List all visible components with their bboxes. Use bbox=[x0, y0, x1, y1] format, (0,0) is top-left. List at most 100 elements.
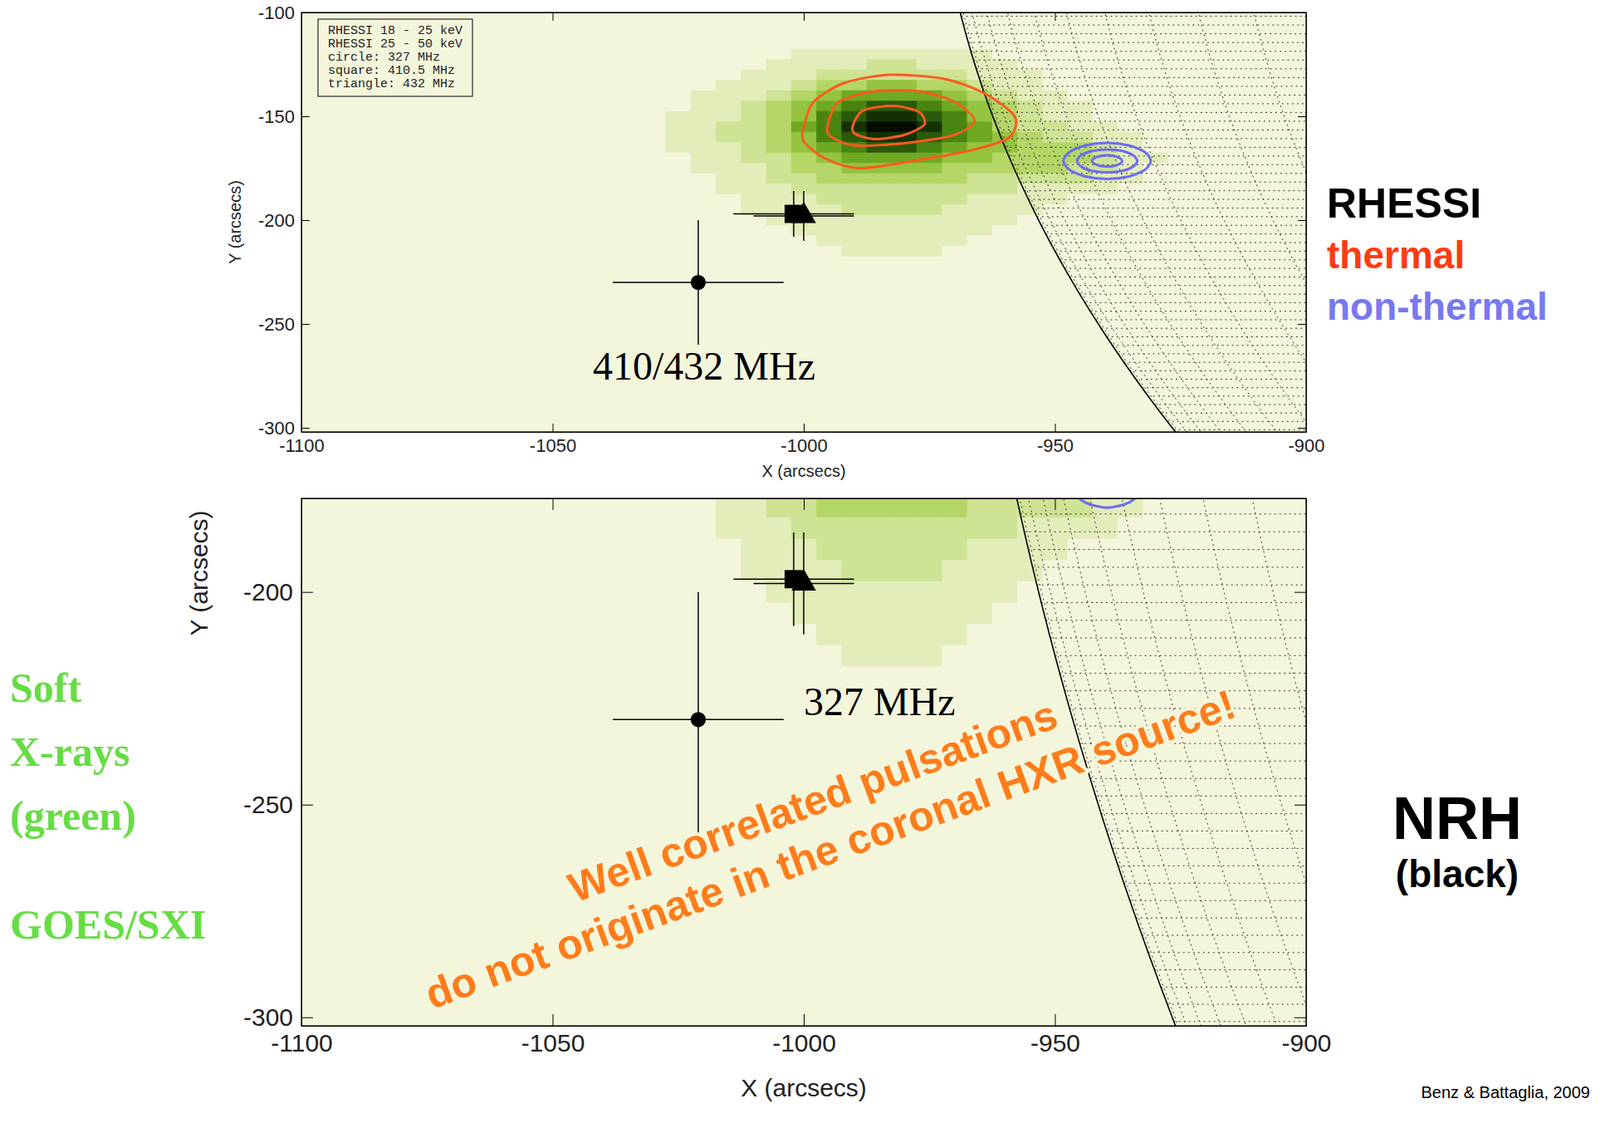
panel: -1100-1050-1000-950-900-200-250-300X (ar… bbox=[185, 0, 1600, 1123]
image-cell bbox=[1017, 121, 1043, 133]
image-cell bbox=[992, 538, 1018, 561]
image-cell bbox=[1092, 79, 1119, 91]
image-cell bbox=[841, 225, 867, 236]
image-cell bbox=[665, 100, 692, 112]
image-cell bbox=[891, 235, 918, 247]
image-cell bbox=[967, 162, 994, 174]
y-tick-right bbox=[1294, 1017, 1307, 1018]
x-axis-line bbox=[302, 431, 1307, 433]
callout-line: do not originate in the coronal HXR sour… bbox=[419, 680, 1242, 1018]
image-cell bbox=[766, 645, 793, 667]
image-cell bbox=[1067, 90, 1094, 102]
image-cell bbox=[1042, 121, 1068, 133]
image-cell bbox=[1042, 623, 1068, 646]
image-cell bbox=[1092, 601, 1119, 624]
image-cell bbox=[992, 225, 1018, 236]
image-cell bbox=[640, 100, 666, 112]
y-tick-label: -300 bbox=[243, 1003, 294, 1031]
image-cell bbox=[941, 645, 968, 667]
parallel bbox=[1100, 327, 1307, 329]
y-tick-label: -250 bbox=[258, 313, 295, 335]
image-cell bbox=[1067, 215, 1094, 226]
image-cell bbox=[1017, 100, 1043, 112]
parallel bbox=[988, 102, 1307, 104]
image-cell bbox=[866, 498, 893, 519]
parallel bbox=[1100, 812, 1307, 814]
image-cell bbox=[766, 498, 793, 519]
image-cell bbox=[791, 79, 818, 91]
image-cell bbox=[891, 645, 918, 667]
image-cell bbox=[690, 256, 717, 268]
image-cell bbox=[1142, 173, 1169, 185]
image-cell bbox=[715, 225, 742, 236]
image-cell bbox=[967, 152, 994, 164]
image-cell bbox=[715, 183, 742, 195]
image-cell bbox=[1067, 183, 1094, 195]
image-cell bbox=[690, 58, 717, 70]
image-cell bbox=[866, 121, 893, 133]
y-axis-right bbox=[1297, 13, 1307, 433]
x-tick: -1050 bbox=[521, 1013, 586, 1057]
image-cell bbox=[1067, 100, 1094, 112]
image-cell bbox=[715, 141, 742, 153]
image-cell bbox=[1168, 183, 1194, 195]
image-cell bbox=[740, 100, 767, 112]
parallel bbox=[1064, 689, 1307, 691]
image-cell bbox=[1042, 498, 1068, 519]
marker-triangle bbox=[791, 568, 817, 591]
image-cell bbox=[615, 538, 641, 561]
image-cell bbox=[640, 645, 666, 667]
image-cell bbox=[715, 256, 742, 268]
y-tick-label: -100 bbox=[258, 2, 295, 24]
image-cell bbox=[791, 245, 818, 257]
image-cell bbox=[791, 69, 818, 81]
image-cell bbox=[1168, 48, 1194, 60]
parallel bbox=[1059, 672, 1307, 674]
x-tick-mark bbox=[1055, 423, 1057, 432]
image-cell bbox=[1092, 90, 1119, 102]
parallel bbox=[1024, 190, 1307, 191]
parallel bbox=[1160, 412, 1307, 414]
parallel bbox=[1041, 601, 1307, 603]
y-tick: -300 bbox=[258, 417, 310, 439]
image-cell bbox=[891, 215, 918, 226]
y-tick-right bbox=[1297, 323, 1307, 325]
image-cell bbox=[1117, 256, 1144, 268]
image-cell bbox=[866, 194, 893, 206]
x-tick-mark bbox=[1055, 1013, 1057, 1026]
image-cell bbox=[615, 235, 641, 247]
image-cell bbox=[766, 256, 793, 268]
image-cell bbox=[967, 645, 994, 667]
image-cell bbox=[866, 601, 893, 624]
legend-entry: square: 410.5 MHz bbox=[327, 63, 456, 79]
x-tick-mark-top bbox=[1055, 498, 1057, 510]
image-cell bbox=[941, 225, 968, 236]
image-cell bbox=[665, 581, 692, 603]
image-cell bbox=[766, 173, 793, 185]
image-cell bbox=[992, 79, 1018, 91]
image-cell bbox=[816, 48, 842, 60]
image-cell bbox=[640, 69, 666, 81]
image-cell bbox=[740, 90, 767, 102]
image-cell bbox=[740, 623, 767, 646]
image-cell bbox=[615, 498, 641, 519]
image-cell bbox=[1117, 215, 1144, 226]
image-cell bbox=[690, 194, 717, 206]
x-tick: -950 bbox=[1030, 1013, 1081, 1057]
image-cell bbox=[916, 194, 943, 206]
image-cell bbox=[1142, 183, 1169, 195]
image-cell bbox=[1142, 517, 1169, 539]
x-tick-top bbox=[803, 12, 805, 21]
legend-entry: RHESSI 25 - 50 keV bbox=[327, 37, 463, 52]
image-cell bbox=[615, 183, 641, 195]
y-tick-mark bbox=[301, 12, 310, 14]
image-cell bbox=[690, 183, 717, 195]
image-cell bbox=[791, 173, 818, 185]
x-tick-label: -900 bbox=[1281, 1028, 1331, 1057]
legend-entry: RHESSI 18 - 25 keV bbox=[327, 24, 463, 39]
image-cell bbox=[866, 215, 893, 226]
image-cell bbox=[1142, 235, 1169, 247]
image-cell bbox=[1017, 225, 1043, 236]
image-cell bbox=[1042, 100, 1068, 112]
image-cell bbox=[916, 48, 943, 60]
